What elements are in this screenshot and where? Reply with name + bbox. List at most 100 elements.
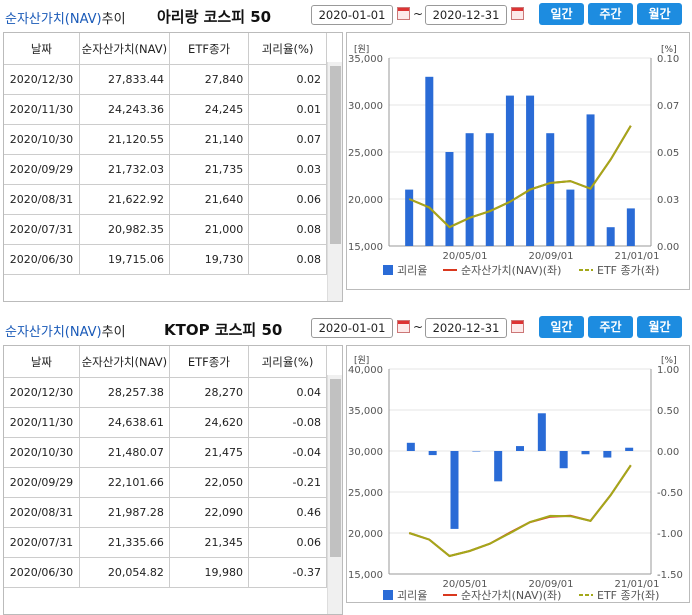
y-tick-left: 30,000 (348, 447, 383, 458)
calendar-icon[interactable] (397, 320, 410, 333)
col-date: 날짜 (4, 33, 80, 65)
y-tick-left: 15,000 (348, 242, 383, 253)
cell-nav: 22,101.66 (79, 467, 170, 498)
panel-header: 순자산가치(NAV)추이 아리랑 코스피 50 2020-01-01 ~ 202… (0, 0, 692, 31)
etf-close-line (408, 125, 632, 229)
right-axis-unit: [%] (661, 356, 677, 366)
daily-button[interactable]: 일간 (539, 3, 584, 25)
table-row: 2020/08/31 21,987.28 22,090 0.46 (4, 497, 328, 528)
legend-label: 괴리율 (397, 264, 427, 277)
daily-button[interactable]: 일간 (539, 316, 584, 338)
y-tick-right: -0.50 (657, 488, 683, 499)
table-header-row: 날짜 순자산가치(NAV) ETF종가 괴리율(%) (4, 346, 328, 378)
table-row: 2020/11/30 24,243.36 24,245 0.01 (4, 94, 327, 125)
table-row: 2020/06/30 20,054.82 19,980 -0.37 (4, 557, 328, 588)
cell-disparity: 0.06 (248, 184, 327, 215)
disparity-bar (537, 413, 546, 451)
cell-date: 2020/12/30 (4, 64, 80, 95)
date-from-input[interactable]: 2020-01-01 (311, 318, 393, 338)
cell-etf-close: 27,840 (169, 64, 250, 95)
cell-etf-close: 24,245 (169, 94, 250, 125)
disparity-bar (526, 95, 535, 246)
y-tick-left: 15,000 (348, 570, 383, 581)
disparity-bar (586, 114, 595, 247)
scrollbar-thumb[interactable] (330, 379, 341, 557)
calendar-icon[interactable] (397, 7, 410, 20)
cell-date: 2020/08/31 (4, 184, 80, 215)
cell-nav: 21,622.92 (79, 184, 170, 215)
col-nav: 순자산가치(NAV) (79, 33, 170, 65)
cell-date: 2020/09/29 (4, 154, 80, 185)
table-row: 2020/06/30 19,715.06 19,730 0.08 (4, 244, 327, 275)
cell-disparity: 0.06 (248, 527, 328, 558)
table-row: 2020/12/30 28,257.38 28,270 0.04 (4, 377, 328, 408)
table-row: 2020/07/31 21,335.66 21,345 0.06 (4, 527, 328, 558)
cell-nav: 24,243.36 (79, 94, 170, 125)
cell-nav: 19,715.06 (79, 244, 170, 275)
x-tick-label: 20/09/01 (529, 251, 574, 262)
disparity-bar (603, 451, 612, 458)
table-row: 2020/10/30 21,120.55 21,140 0.07 (4, 124, 327, 155)
cell-etf-close: 21,000 (169, 214, 250, 245)
table-row: 2020/09/29 22,101.66 22,050 -0.21 (4, 467, 328, 498)
cell-nav: 24,638.61 (79, 407, 170, 438)
cell-etf-close: 21,735 (169, 154, 250, 185)
weekly-button[interactable]: 주간 (588, 316, 633, 338)
table-row: 2020/07/31 20,982.35 21,000 0.08 (4, 214, 327, 245)
legend-label: ETF 종가(좌) (597, 589, 659, 602)
x-tick-label: 21/01/01 (615, 251, 660, 262)
nav-chart: [원] [%] 40,000 1.00 35,000 0.50 30,000 0.00 25,0… (346, 345, 690, 603)
monthly-button[interactable]: 월간 (637, 316, 682, 338)
etf-name: 아리랑 코스피 50 (157, 8, 272, 26)
y-tick-right: 0.07 (657, 101, 679, 112)
cell-date: 2020/10/30 (4, 124, 80, 155)
y-tick-right: 0.00 (657, 242, 679, 253)
y-tick-left: 20,000 (348, 195, 383, 206)
table-row: 2020/11/30 24,638.61 24,620 -0.08 (4, 407, 328, 438)
legend-label: ETF 종가(좌) (597, 264, 659, 277)
y-tick-left: 20,000 (348, 529, 383, 540)
y-tick-left: 25,000 (348, 148, 383, 159)
col-disparity: 괴리율(%) (248, 33, 327, 65)
calendar-icon[interactable] (511, 320, 524, 333)
x-tick-label: 21/01/01 (615, 579, 660, 590)
date-to-input[interactable]: 2020-12-31 (425, 318, 507, 338)
cell-etf-close: 19,730 (169, 244, 250, 275)
disparity-bar (485, 133, 494, 246)
date-from-input[interactable]: 2020-01-01 (311, 5, 393, 25)
cell-disparity: 0.04 (248, 377, 328, 408)
disparity-bar (626, 208, 635, 246)
cell-disparity: 0.08 (248, 244, 327, 275)
cell-nav: 28,257.38 (79, 377, 170, 408)
calendar-icon[interactable] (511, 7, 524, 20)
date-to-input[interactable]: 2020-12-31 (425, 5, 507, 25)
disparity-bar (472, 451, 481, 452)
disparity-bar (405, 189, 414, 246)
y-tick-left: 35,000 (348, 54, 383, 65)
table-scrollbar[interactable] (327, 62, 342, 301)
cell-etf-close: 22,050 (169, 467, 249, 498)
scrollbar-thumb[interactable] (330, 66, 341, 244)
y-tick-left: 40,000 (348, 365, 383, 376)
table-row: 2020/08/31 21,622.92 21,640 0.06 (4, 184, 327, 215)
cell-disparity: -0.21 (248, 467, 328, 498)
disparity-bar (559, 451, 568, 469)
date-range-tilde: ~ (413, 7, 424, 21)
cell-etf-close: 22,090 (169, 497, 249, 528)
nav-chart: [원] [%] 35,000 0.10 30,000 0.07 25,000 0.05 20,0… (346, 32, 690, 290)
cell-disparity: 0.01 (248, 94, 327, 125)
nav-trend-title: 순자산가치(NAV)추이 (5, 12, 126, 27)
weekly-button[interactable]: 주간 (588, 3, 633, 25)
x-tick-label: 20/05/01 (443, 251, 488, 262)
disparity-bar (566, 189, 575, 246)
right-axis-unit: [%] (661, 45, 677, 55)
cell-nav: 20,054.82 (79, 557, 170, 588)
disparity-bar (425, 76, 434, 246)
cell-nav: 20,982.35 (79, 214, 170, 245)
monthly-button[interactable]: 월간 (637, 3, 682, 25)
disparity-bar (450, 451, 459, 529)
cell-nav: 27,833.44 (79, 64, 170, 95)
disparity-bar (428, 451, 437, 456)
y-tick-right: 0.05 (657, 148, 679, 159)
table-scrollbar[interactable] (327, 375, 342, 614)
